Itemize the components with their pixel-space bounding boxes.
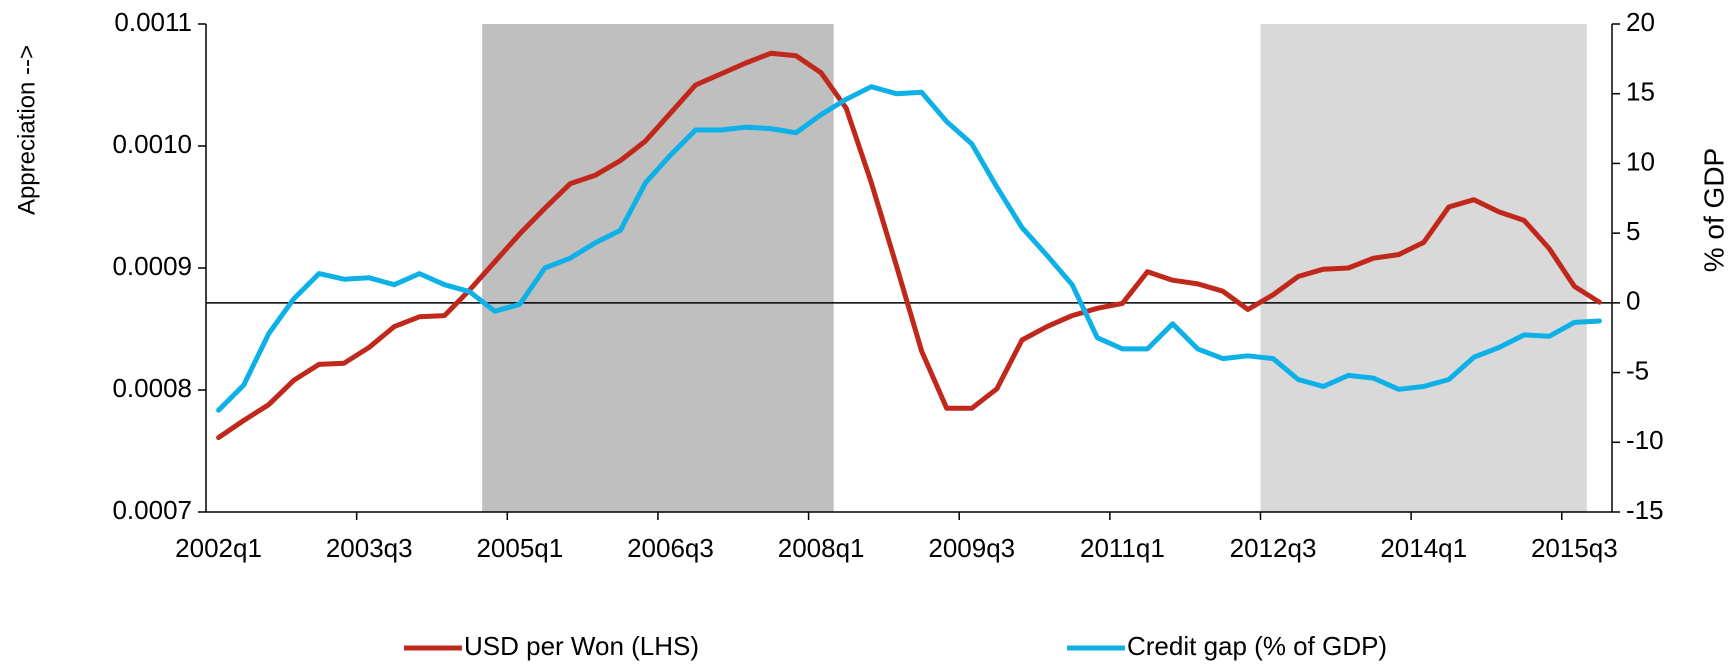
x-tick-label: 2012q3 bbox=[1230, 533, 1317, 563]
series-line bbox=[216, 84, 1602, 413]
x-tick-label: 2006q3 bbox=[627, 533, 714, 563]
y2-tick-label: -15 bbox=[1626, 495, 1664, 525]
y2-tick-label: 5 bbox=[1626, 216, 1640, 246]
y2-tick-label: 15 bbox=[1626, 77, 1655, 107]
y-axis-label: Appreciation --> bbox=[13, 45, 40, 215]
y-tick-label: 0.0008 bbox=[112, 373, 192, 403]
y2-tick-label: -10 bbox=[1626, 425, 1664, 455]
shaded-period bbox=[482, 24, 834, 512]
x-tick-label: 2008q1 bbox=[778, 533, 865, 563]
x-tick-label: 2011q1 bbox=[1080, 533, 1165, 563]
legend-label: USD per Won (LHS) bbox=[464, 631, 699, 661]
series-line bbox=[216, 50, 1602, 441]
shaded-period bbox=[1260, 24, 1587, 512]
y2-tick-label: 20 bbox=[1626, 7, 1655, 37]
y-tick-label: 0.0010 bbox=[112, 129, 192, 159]
y-tick-label: 0.0009 bbox=[112, 251, 192, 281]
legend-label: Credit gap (% of GDP) bbox=[1127, 631, 1387, 661]
y2-axis-label: % of GDP bbox=[1698, 148, 1729, 272]
x-tick-label: 2005q1 bbox=[476, 533, 563, 563]
x-tick-label: 2015q3 bbox=[1531, 533, 1618, 563]
x-tick-label: 2002q1 bbox=[175, 533, 262, 563]
y-tick-label: 0.0007 bbox=[112, 495, 192, 525]
y2-tick-label: -5 bbox=[1626, 355, 1649, 385]
y-tick-label: 0.0011 bbox=[114, 7, 192, 37]
x-tick-label: 2009q3 bbox=[928, 533, 1015, 563]
x-tick-label: 2003q3 bbox=[326, 533, 413, 563]
x-tick-label: 2014q1 bbox=[1380, 533, 1467, 563]
y2-tick-label: 0 bbox=[1626, 286, 1640, 316]
y2-tick-label: 10 bbox=[1626, 146, 1655, 176]
